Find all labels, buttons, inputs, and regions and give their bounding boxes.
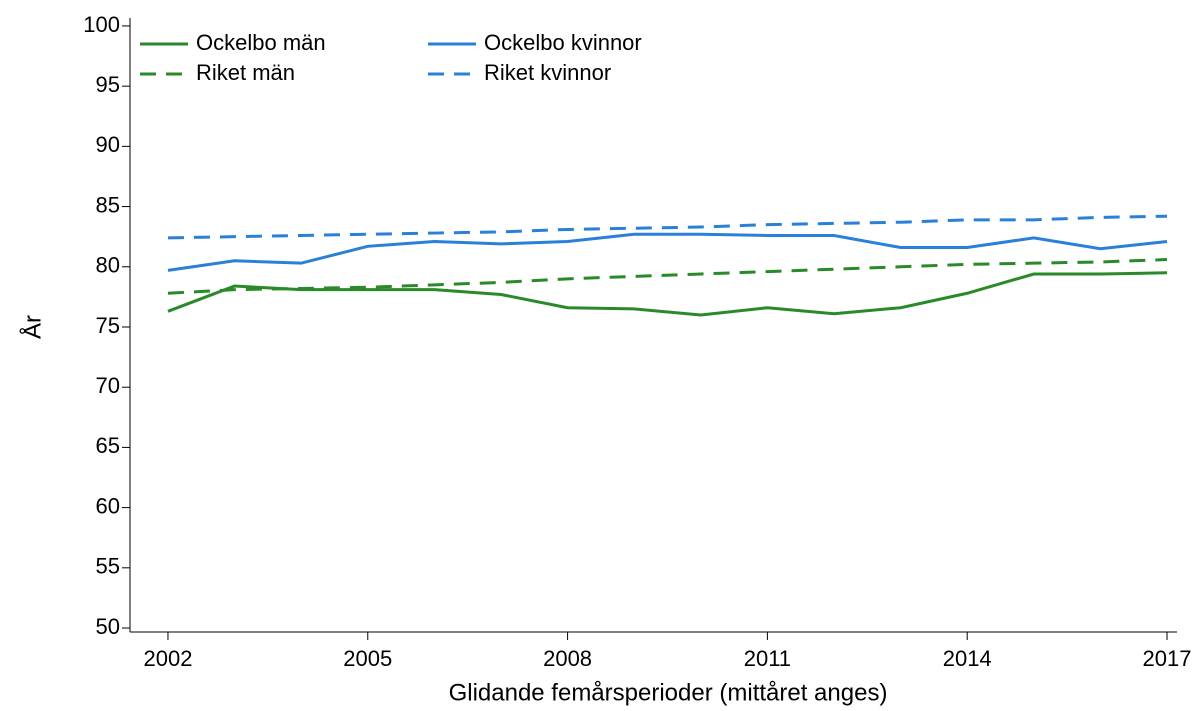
y-tick-label: 100 xyxy=(83,12,120,37)
y-tick-label: 80 xyxy=(96,253,120,278)
legend-label: Ockelbo män xyxy=(196,30,326,55)
y-tick-label: 55 xyxy=(96,554,120,579)
y-tick-label: 85 xyxy=(96,192,120,217)
x-tick-label: 2008 xyxy=(543,646,592,671)
y-tick-label: 50 xyxy=(96,614,120,639)
line-series xyxy=(167,258,1168,295)
x-tick-label: 2011 xyxy=(744,646,791,671)
y-tick-label: 70 xyxy=(96,373,120,398)
x-axis-label: Glidande femårsperioder (mittåret anges) xyxy=(449,679,888,706)
y-tick-label: 95 xyxy=(96,72,120,97)
legend-label: Ockelbo kvinnor xyxy=(484,30,642,55)
legend-label: Riket kvinnor xyxy=(484,60,611,85)
x-tick-label: 2017 xyxy=(1143,646,1192,671)
y-axis-label: År xyxy=(18,315,46,339)
y-tick-label: 90 xyxy=(96,132,120,157)
line-series xyxy=(167,271,1168,317)
y-tick-label: 65 xyxy=(96,433,120,458)
line-series xyxy=(167,232,1168,272)
line-series xyxy=(167,214,1168,240)
x-tick-label: 2005 xyxy=(343,646,392,671)
y-tick-label: 75 xyxy=(96,313,120,338)
x-tick-label: 2002 xyxy=(143,646,192,671)
legend-label: Riket män xyxy=(196,60,295,85)
y-tick-label: 60 xyxy=(96,493,120,518)
x-tick-label: 2014 xyxy=(943,646,992,671)
